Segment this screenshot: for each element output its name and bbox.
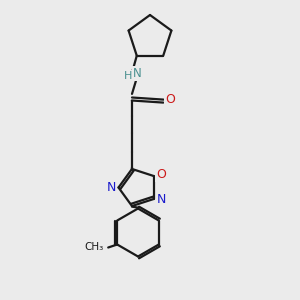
Text: N: N xyxy=(106,181,116,194)
Text: N: N xyxy=(133,67,142,80)
Text: O: O xyxy=(156,168,166,181)
Text: H: H xyxy=(124,70,133,81)
Text: CH₃: CH₃ xyxy=(85,242,104,253)
Text: O: O xyxy=(165,93,175,106)
Text: N: N xyxy=(157,194,166,206)
